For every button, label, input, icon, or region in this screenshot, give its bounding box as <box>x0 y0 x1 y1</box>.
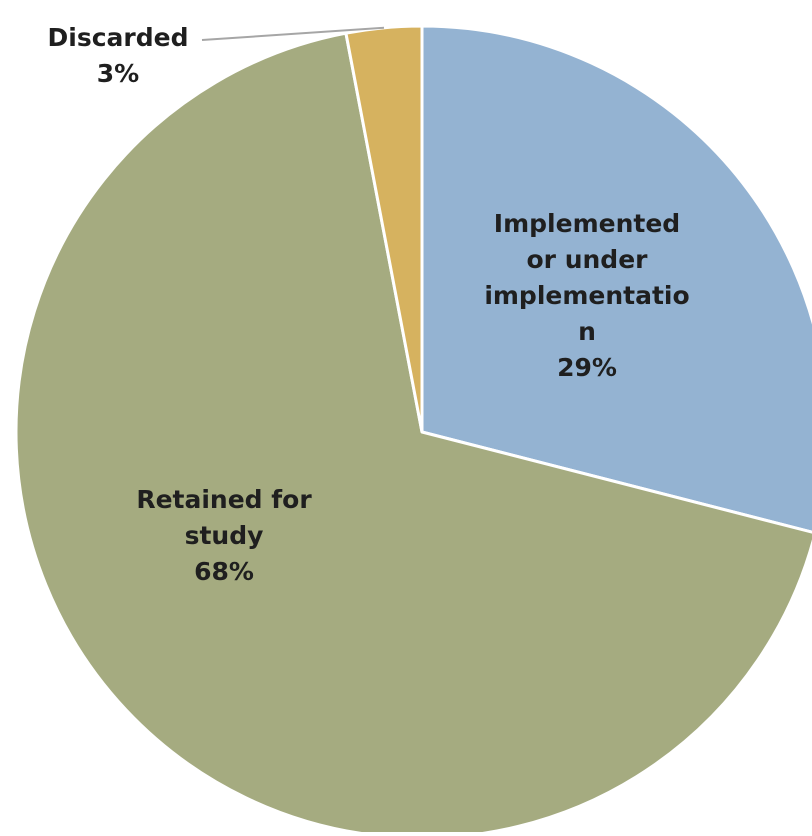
data-label-text: Discarded <box>48 23 189 52</box>
data-label-text: study <box>185 521 264 550</box>
data-label-percent: 3% <box>97 59 139 88</box>
data-label-retained-for-study: Retained for study 68% <box>136 485 312 586</box>
leader-line-discarded <box>201 26 385 41</box>
data-label-text: Implemented <box>494 209 680 238</box>
data-label-text: n <box>578 317 596 346</box>
data-labels: Implemented or under implementatio n 29% Reta… <box>48 23 690 586</box>
data-label-text: Retained for <box>136 485 312 514</box>
data-label-text: or under <box>527 245 649 274</box>
data-label-percent: 29% <box>557 353 617 382</box>
pie-slices <box>14 24 812 836</box>
leader-lines <box>201 26 385 41</box>
data-label-text: implementatio <box>484 281 689 310</box>
data-label-discarded: Discarded 3% <box>48 23 189 88</box>
data-label-implemented: Implemented or under implementatio n 29% <box>484 209 689 382</box>
pie-slice-implemented <box>420 24 812 534</box>
pie-slice-retained-for-study <box>14 31 812 836</box>
data-label-percent: 68% <box>194 557 254 586</box>
